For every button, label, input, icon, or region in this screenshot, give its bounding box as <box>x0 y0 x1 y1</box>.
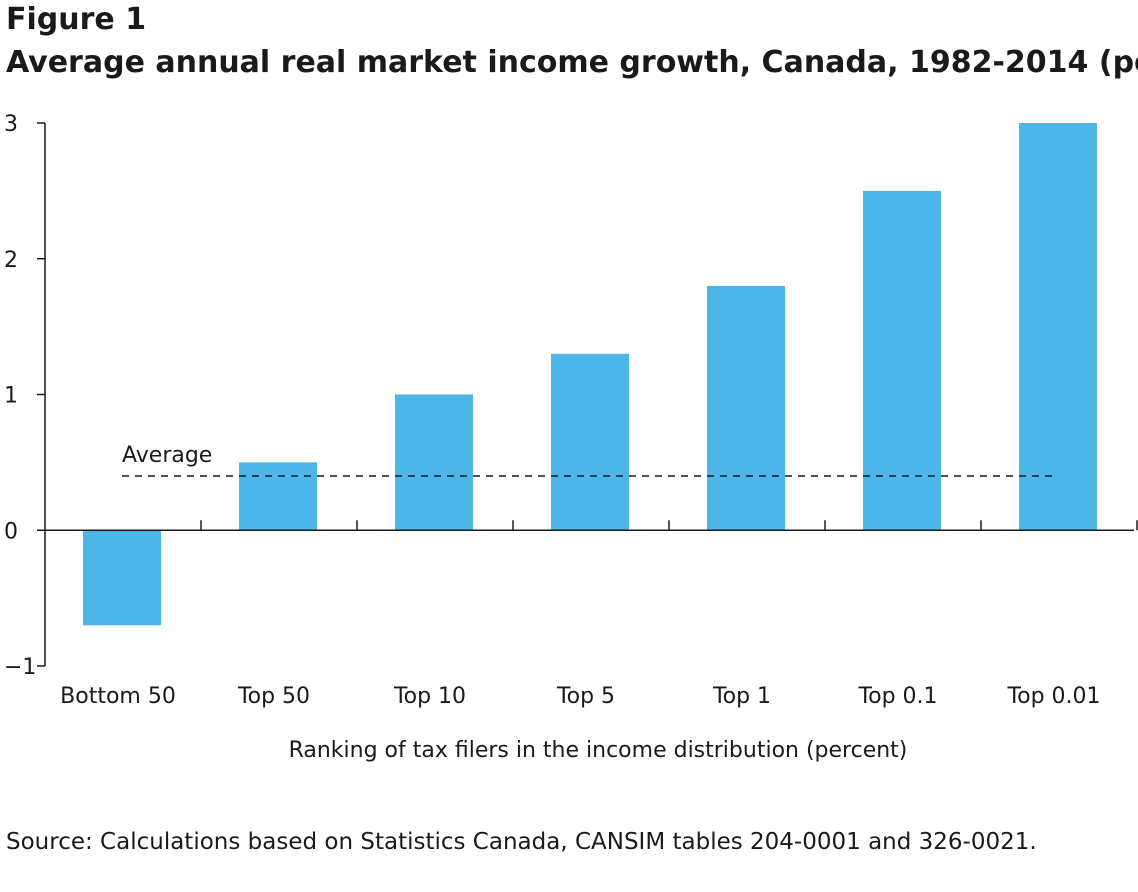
source-note: Source: Calculations based on Statistics… <box>6 829 1037 855</box>
y-tick-label: 2 <box>4 248 18 273</box>
axes-layer <box>37 122 1138 667</box>
labels-layer: −1 0 1 2 3 Bottom 50 Top 50 Top 10 Top 5 Top 1 Top… <box>4 112 1101 763</box>
x-tick-label: Top 5 <box>556 684 615 709</box>
bar <box>707 285 785 531</box>
y-tick-label: 0 <box>4 519 18 544</box>
y-tick-label: 3 <box>4 112 18 137</box>
bars-layer <box>83 123 1097 626</box>
bar <box>1019 123 1097 531</box>
x-tick-label: Bottom 50 <box>60 684 176 709</box>
x-tick-label: Top 1 <box>712 684 771 709</box>
bar <box>239 462 317 531</box>
x-tick-label: Top 10 <box>393 684 466 709</box>
x-tick-label: Top 50 <box>237 684 310 709</box>
x-tick-label: Top 0.1 <box>857 684 937 709</box>
bar <box>551 353 629 531</box>
bar <box>863 190 941 531</box>
y-tick-label: −1 <box>4 655 36 680</box>
bar <box>83 530 161 626</box>
x-axis-title: Ranking of tax filers in the income dist… <box>289 738 908 763</box>
chart-title: Average annual real market income growth… <box>6 45 1138 80</box>
average-label: Average <box>122 443 212 468</box>
bar <box>395 394 473 531</box>
figure-label: Figure 1 <box>6 2 147 37</box>
y-tick-label: 1 <box>4 384 18 409</box>
x-tick-label: Top 0.01 <box>1006 684 1100 709</box>
